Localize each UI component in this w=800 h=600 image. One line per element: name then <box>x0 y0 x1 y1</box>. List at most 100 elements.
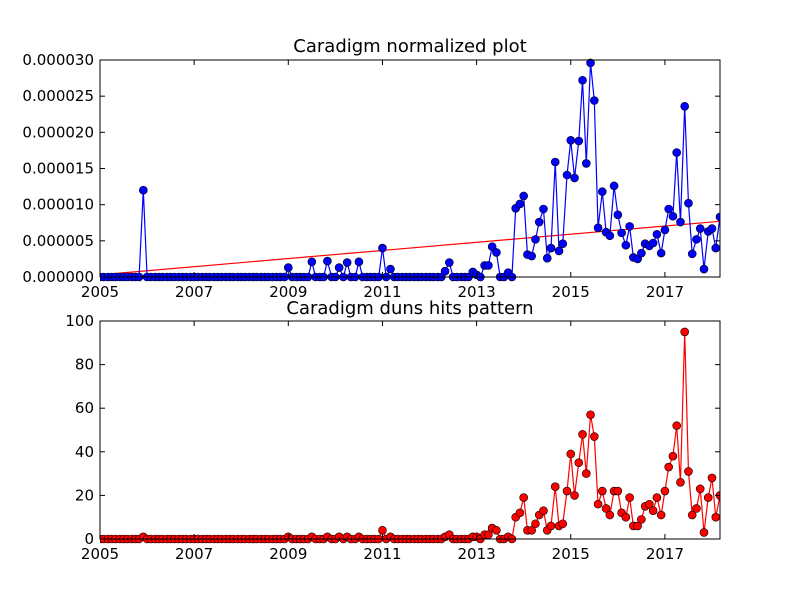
duns-hits-data-point <box>692 504 701 513</box>
duns-hits-data-point <box>578 430 587 439</box>
duns-hits-data-point <box>566 449 576 459</box>
normalized-plot-data-point <box>605 231 615 241</box>
duns-hits-data-point <box>558 519 568 529</box>
normalized-plot-data-point <box>378 243 387 253</box>
normalized-plot-y-tick-label: 0.000025 <box>22 87 94 105</box>
duns-hits-data-point <box>492 525 501 535</box>
duns-hits-x-tick-label: 2013 <box>458 545 496 563</box>
duns-hits-data-point <box>582 469 591 478</box>
duns-hits-data-point <box>648 506 658 515</box>
normalized-plot-data-point <box>342 258 352 267</box>
normalized-plot-data-point <box>664 204 673 214</box>
normalized-plot-x-tick-label: 2013 <box>458 283 496 301</box>
normalized-plot-data-point <box>617 228 626 238</box>
duns-hits-plot-frame <box>99 320 721 540</box>
normalized-plot-data-point <box>687 249 697 259</box>
normalized-plot-data-point <box>676 217 685 227</box>
duns-hits-data-point <box>378 525 387 535</box>
duns-hits-y-tick-label: 60 <box>75 399 94 417</box>
duns-hits-data-point <box>613 486 623 496</box>
normalized-plot-data-point <box>558 239 568 249</box>
normalized-plot-panel: Caradigm normalized plot 2005 2007 2009 201… <box>22 36 721 301</box>
duns-hits-data-point <box>539 506 548 515</box>
normalized-plot-data-point <box>590 96 599 105</box>
normalized-plot-data-point <box>531 235 540 244</box>
duns-hits-x-tick-label: 2015 <box>552 545 590 563</box>
duns-hits-data-point <box>527 525 536 535</box>
duns-hits-data-point <box>711 512 720 522</box>
duns-hits-data-point <box>519 493 528 502</box>
normalized-plot-trend-line <box>100 220 720 276</box>
normalized-plot-x-tick-label: 2009 <box>269 283 307 301</box>
duns-hits-data-point <box>586 410 595 420</box>
normalized-plot-data-point <box>139 185 148 195</box>
normalized-plot-data-point <box>637 248 646 258</box>
duns-hits-data-point <box>550 482 560 491</box>
normalized-plot-title: Caradigm normalized plot <box>293 36 526 57</box>
duns-hits-y-tick-label: 100 <box>65 312 94 330</box>
normalized-plot-y-axis: 0.000000 0.000005 0.000010 0.000015 0.000020… <box>22 51 720 286</box>
normalized-plot-data-point <box>668 211 678 221</box>
normalized-plot-data-point <box>574 136 584 146</box>
duns-hits-data-point <box>660 486 670 496</box>
normalized-plot-y-tick-label: 0.000020 <box>22 123 94 141</box>
duns-hits-data-point <box>621 512 631 522</box>
normalized-plot-data-point <box>715 212 720 222</box>
normalized-plot-x-tick-label: 2005 <box>81 283 119 301</box>
normalized-plot-data-point <box>707 224 717 233</box>
normalized-plot-data-point <box>699 264 709 274</box>
duns-hits-y-tick-label: 0 <box>84 530 94 548</box>
duns-hits-data-point <box>652 493 662 502</box>
duns-hits-y-tick-label: 40 <box>75 443 94 461</box>
duns-hits-data-point <box>601 504 611 513</box>
duns-hits-data-point <box>703 493 713 502</box>
normalized-plot-data-point <box>566 135 576 145</box>
duns-hits-data-point <box>625 493 634 502</box>
normalized-plot-data-point <box>323 256 332 266</box>
duns-hits-data-point <box>676 478 685 487</box>
duns-hits-data-point <box>672 421 681 430</box>
normalized-plot-data-point <box>660 225 670 235</box>
normalized-plot-y-tick-label: 0.000010 <box>22 196 94 214</box>
normalized-plot-data-point <box>656 248 666 258</box>
normalized-plot-data-point <box>546 243 556 253</box>
normalized-plot-y-tick-label: 0.000000 <box>22 268 94 286</box>
duns-hits-data-point <box>598 486 607 496</box>
normalized-plot-data-point <box>621 240 631 250</box>
normalized-plot-data-point <box>519 191 528 201</box>
normalized-plot-data-point <box>354 257 364 267</box>
normalized-plot-data-point <box>515 199 525 209</box>
duns-hits-x-axis: 2005 2007 2009 2011 2013 2015 2017 <box>81 321 684 563</box>
normalized-plot-data-point <box>586 58 595 68</box>
normalized-plot-data-point <box>542 253 552 263</box>
normalized-plot-data-point <box>534 217 544 227</box>
duns-hits-y-axis: 0 20 40 60 80 100 <box>65 312 720 548</box>
normalized-plot-data-point <box>554 246 564 256</box>
normalized-plot-data-point <box>487 242 497 251</box>
normalized-plot-y-tick-label: 0.000005 <box>22 232 94 250</box>
normalized-plot-data-point <box>386 264 395 274</box>
duns-hits-data-point <box>515 508 525 518</box>
duns-hits-data-point <box>687 510 697 520</box>
normalized-plot-x-tick-label: 2017 <box>646 283 684 301</box>
duns-hits-data-point <box>570 491 579 500</box>
duns-hits-data-point <box>562 486 572 496</box>
normalized-plot-y-tick-label: 0.000030 <box>22 51 94 69</box>
duns-hits-data-point <box>593 499 603 509</box>
normalized-plot-data-point <box>562 170 572 180</box>
normalized-plot-data-point <box>695 224 705 233</box>
normalized-plot-data-point <box>613 210 623 220</box>
normalized-plot-data-point <box>440 266 450 276</box>
duns-hits-plot-area <box>100 327 720 544</box>
normalized-plot-data-point <box>598 187 607 196</box>
normalized-plot-x-tick-label: 2015 <box>552 283 590 301</box>
normalized-plot-y-tick-label: 0.000015 <box>22 160 94 178</box>
normalized-plot-data-point <box>445 258 454 267</box>
duns-hits-data-point <box>699 528 709 537</box>
duns-hits-data-point <box>605 510 615 520</box>
duns-hits-data-point <box>590 432 599 441</box>
duns-hits-data-point <box>574 458 584 468</box>
normalized-plot-data-point <box>334 263 344 272</box>
